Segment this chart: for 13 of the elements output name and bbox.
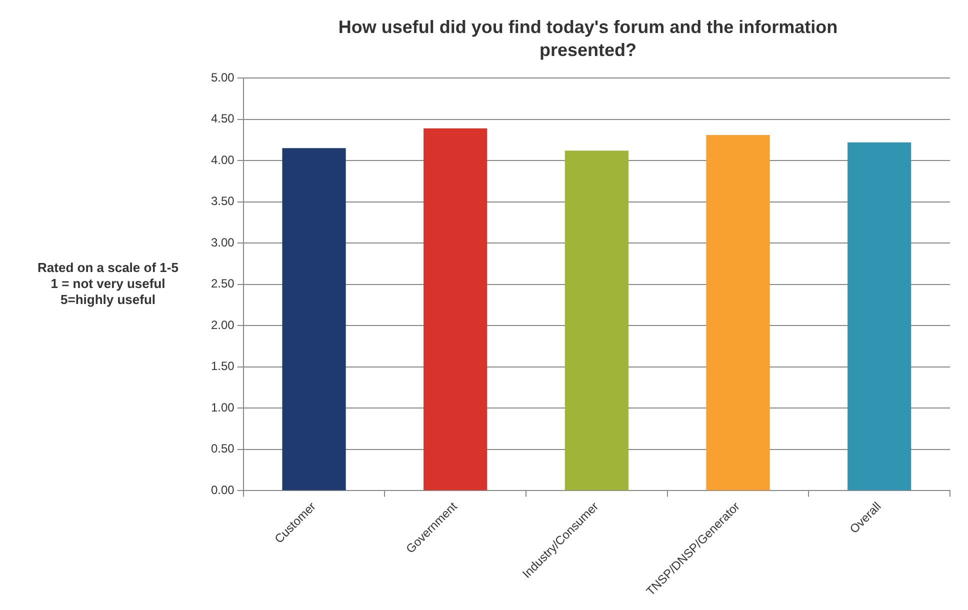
y-tick-label: 3.00 [210, 235, 235, 250]
y-tick-label: 4.00 [210, 152, 235, 167]
y-tick-label: 3.50 [210, 194, 235, 208]
y-tick-label: 2.50 [210, 276, 235, 291]
y-tick-label: 1.50 [210, 359, 235, 374]
y-tick-label: 0.00 [210, 483, 235, 498]
chart-title: How useful did you find today's forum and the information presented? [337, 16, 839, 62]
y-tick-label: 1.00 [210, 400, 235, 414]
y-tick-label: 5.00 [210, 70, 235, 84]
y-tick-label: 0.50 [210, 442, 235, 456]
y-axis-title: Rated on a scale of 1-5 1 = not very useful 5=highly useful [36, 260, 180, 308]
y-tick-label: 2.00 [210, 318, 235, 332]
y-tick-label: 4.50 [210, 112, 235, 126]
